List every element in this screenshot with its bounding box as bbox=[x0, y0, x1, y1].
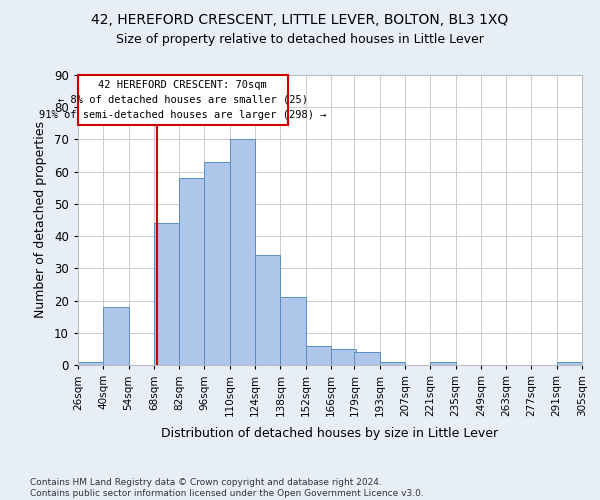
Bar bbox=[179, 178, 205, 365]
Bar bbox=[205, 162, 230, 365]
Text: 42, HEREFORD CRESCENT, LITTLE LEVER, BOLTON, BL3 1XQ: 42, HEREFORD CRESCENT, LITTLE LEVER, BOL… bbox=[91, 12, 509, 26]
Bar bbox=[103, 307, 128, 365]
Bar bbox=[230, 140, 255, 365]
Bar bbox=[331, 349, 356, 365]
Text: Distribution of detached houses by size in Little Lever: Distribution of detached houses by size … bbox=[161, 428, 499, 440]
Bar bbox=[305, 346, 331, 365]
Bar bbox=[380, 362, 405, 365]
Y-axis label: Number of detached properties: Number of detached properties bbox=[34, 122, 47, 318]
Bar bbox=[154, 223, 179, 365]
Bar bbox=[430, 362, 455, 365]
FancyBboxPatch shape bbox=[78, 75, 287, 125]
Bar bbox=[78, 362, 103, 365]
Bar bbox=[255, 256, 280, 365]
Bar bbox=[280, 298, 305, 365]
Text: 42 HEREFORD CRESCENT: 70sqm
← 8% of detached houses are smaller (25)
91% of semi: 42 HEREFORD CRESCENT: 70sqm ← 8% of deta… bbox=[39, 80, 326, 120]
Text: Size of property relative to detached houses in Little Lever: Size of property relative to detached ho… bbox=[116, 32, 484, 46]
Bar bbox=[355, 352, 380, 365]
Text: Contains HM Land Registry data © Crown copyright and database right 2024.
Contai: Contains HM Land Registry data © Crown c… bbox=[30, 478, 424, 498]
Bar bbox=[557, 362, 582, 365]
